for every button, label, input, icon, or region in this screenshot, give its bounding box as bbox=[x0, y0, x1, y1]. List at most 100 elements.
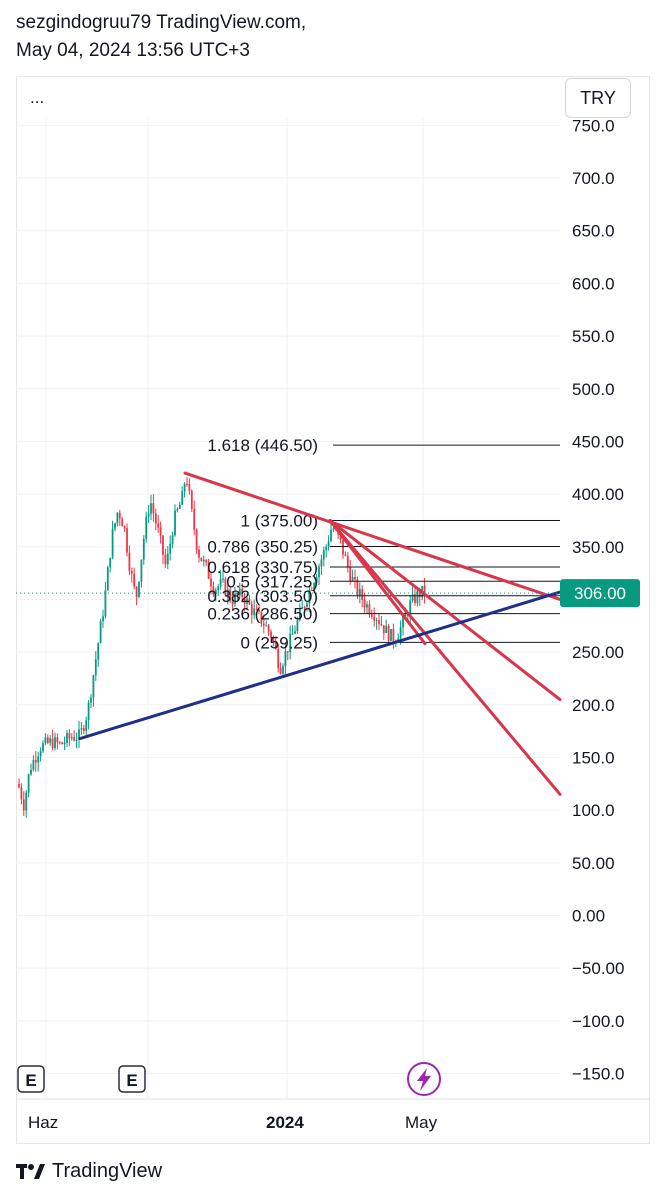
price-tick-label: 700.0 bbox=[572, 169, 615, 188]
candle-body bbox=[238, 588, 241, 596]
price-tick-label: 0.00 bbox=[572, 907, 605, 926]
candle-body bbox=[342, 539, 344, 555]
candle-body bbox=[92, 675, 95, 698]
candle-body bbox=[152, 503, 155, 514]
price-tick-label: 500.0 bbox=[572, 380, 615, 399]
candle-body bbox=[157, 523, 160, 528]
candle-body bbox=[82, 728, 85, 731]
candle-body bbox=[380, 623, 383, 626]
candle-body bbox=[366, 604, 368, 608]
fibonacci-retracement: 1.618 (446.50)1 (375.00)0.786 (350.25)0.… bbox=[207, 436, 560, 652]
time-tick-label: Haz bbox=[28, 1113, 58, 1132]
candle-body bbox=[210, 578, 212, 587]
candle-body bbox=[301, 606, 304, 610]
candle-body bbox=[378, 619, 380, 624]
price-tick-label: 50.00 bbox=[572, 854, 615, 873]
candle-body bbox=[145, 516, 148, 539]
price-tick-label: 350.00 bbox=[572, 538, 624, 557]
price-tick-label: 600.0 bbox=[572, 274, 615, 293]
candle-body bbox=[325, 546, 328, 551]
candle-body bbox=[318, 566, 320, 578]
candle-body bbox=[320, 559, 323, 567]
candle-body bbox=[70, 737, 73, 739]
candle-body bbox=[142, 538, 145, 560]
candle-body bbox=[37, 756, 40, 763]
candle-body bbox=[310, 590, 313, 592]
candle-body bbox=[102, 616, 104, 622]
candle-body bbox=[90, 697, 92, 703]
candle-body bbox=[382, 625, 385, 633]
candle-body bbox=[234, 593, 236, 605]
candle-body bbox=[207, 562, 210, 579]
candle-body bbox=[78, 729, 80, 740]
candle-body bbox=[49, 738, 52, 743]
candle-body bbox=[140, 559, 143, 582]
candlestick-series bbox=[18, 476, 426, 818]
tradingview-logo-icon bbox=[16, 1163, 45, 1179]
footer-logo[interactable]: TradingView bbox=[16, 1160, 162, 1183]
price-tick-label: −150.0 bbox=[572, 1065, 624, 1084]
chart-timestamp: May 04, 2024 13:56 UTC+3 bbox=[16, 40, 250, 61]
candle-body bbox=[322, 550, 325, 560]
candle-body bbox=[222, 578, 224, 580]
candle-body bbox=[202, 559, 205, 562]
candle-body bbox=[27, 774, 30, 793]
fib-level-label: 0.5 (317.25) bbox=[226, 572, 318, 591]
candle-body bbox=[104, 590, 107, 617]
candle-body bbox=[344, 554, 347, 556]
candle-body bbox=[250, 604, 253, 615]
trend-line bbox=[328, 518, 562, 702]
candle-body bbox=[217, 586, 220, 591]
candle-body bbox=[274, 640, 277, 649]
candle-body bbox=[58, 742, 61, 744]
trend-line bbox=[328, 518, 562, 796]
candle-body bbox=[231, 599, 234, 605]
time-axis: Haz 2024 May bbox=[16, 1098, 650, 1132]
price-tick-label: −50.00 bbox=[572, 959, 624, 978]
candle-body bbox=[354, 576, 356, 580]
candle-body bbox=[114, 523, 116, 529]
candle-body bbox=[20, 787, 23, 800]
chart-menu-button[interactable]: ... bbox=[30, 88, 45, 107]
candle-body bbox=[176, 508, 179, 511]
candle-body bbox=[260, 611, 263, 624]
candle-body bbox=[80, 728, 83, 730]
candle-body bbox=[392, 628, 395, 643]
price-tick-label: 650.0 bbox=[572, 222, 615, 241]
candle-body bbox=[303, 606, 306, 608]
earnings-marker-label: E bbox=[126, 1071, 137, 1090]
candle-body bbox=[126, 528, 128, 553]
candle-body bbox=[284, 651, 287, 667]
candle-body bbox=[188, 483, 191, 491]
candle-body bbox=[229, 589, 232, 600]
candle-body bbox=[68, 733, 71, 739]
candle-body bbox=[30, 769, 32, 775]
candle-body bbox=[226, 589, 229, 596]
candle-body bbox=[246, 598, 248, 604]
candle-body bbox=[416, 590, 419, 603]
fib-level-label: 0 (259.25) bbox=[241, 633, 319, 652]
candle-body bbox=[368, 604, 371, 615]
candle-body bbox=[265, 625, 268, 627]
candle-body bbox=[42, 743, 44, 752]
fib-level-label: 1.618 (446.50) bbox=[207, 436, 318, 455]
candle-body bbox=[390, 628, 392, 641]
candle-body bbox=[270, 631, 272, 638]
candle-body bbox=[272, 637, 275, 641]
price-tick-label: 200.0 bbox=[572, 696, 615, 715]
last-price-badge bbox=[560, 579, 640, 608]
chart-panel bbox=[16, 76, 650, 1144]
currency-button[interactable]: TRY bbox=[565, 78, 631, 118]
candle-body bbox=[181, 491, 184, 505]
candle-body bbox=[169, 543, 172, 554]
candle-body bbox=[279, 668, 282, 674]
candle-body bbox=[243, 596, 246, 604]
earnings-marker-label: E bbox=[25, 1071, 36, 1090]
candle-body bbox=[402, 616, 404, 628]
candle-body bbox=[166, 553, 169, 565]
candle-body bbox=[282, 666, 284, 674]
candle-body bbox=[315, 577, 318, 584]
candle-body bbox=[277, 648, 280, 669]
candle-body bbox=[25, 792, 28, 811]
